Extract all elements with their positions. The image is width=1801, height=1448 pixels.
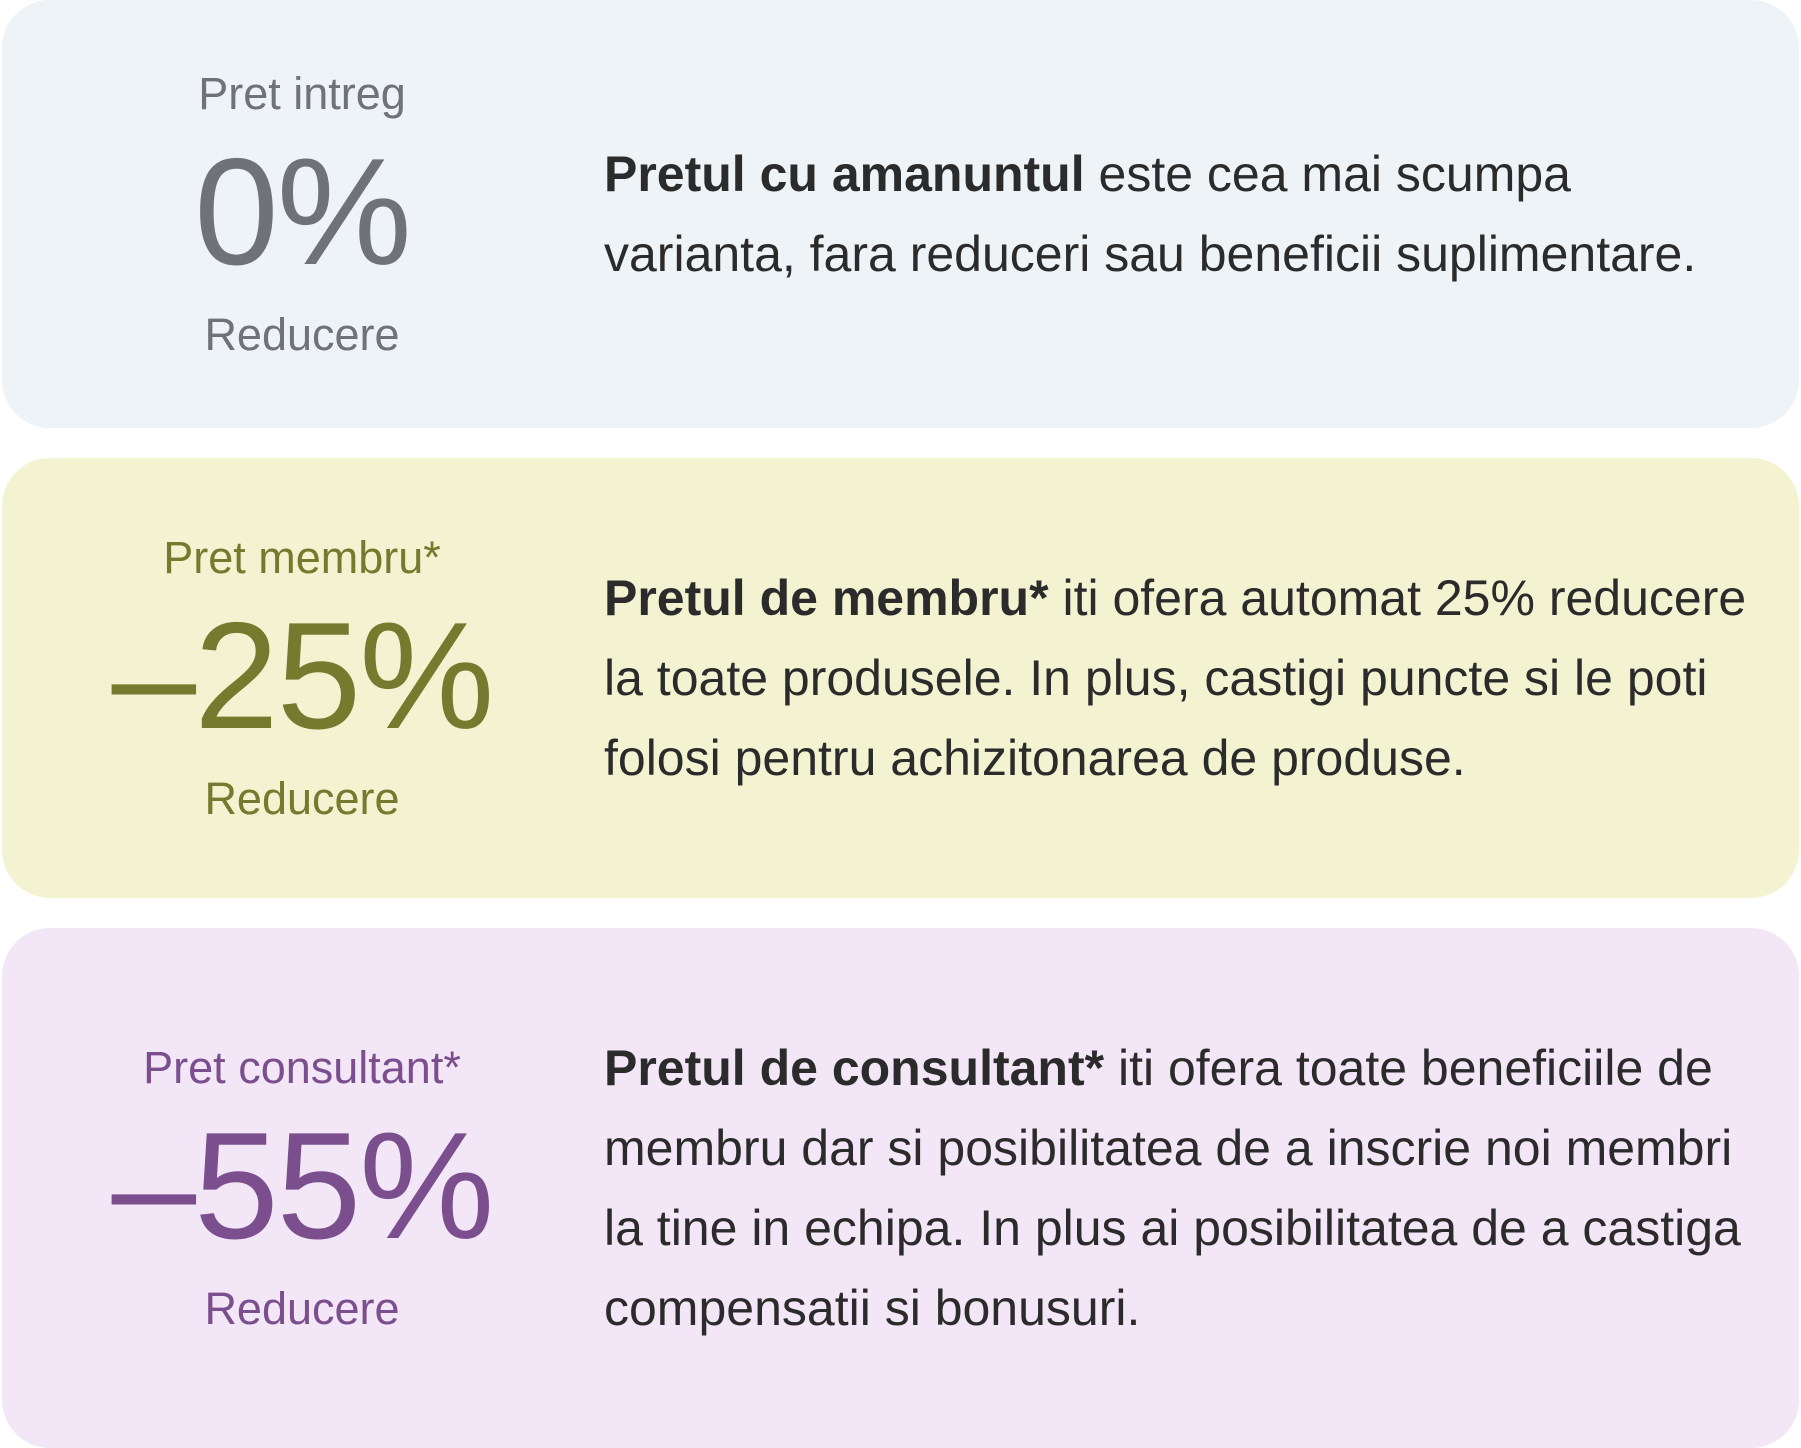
retail-description-text: este cea mai scumpa varianta, fara reduc… [604,146,1697,282]
member-description-title: Pretul de membru* [604,570,1049,626]
consultant-price-card: Pret consultant* –55% Reducere Pretul de… [2,928,1799,1448]
consultant-discount-caption: Reducere [204,1283,400,1334]
member-price-description: Pretul de membru* iti ofera automat 25% … [604,458,1749,898]
member-price-card: Pret membru* –25% Reducere Pretul de mem… [2,458,1799,898]
retail-price-summary: Pret intreg 0% Reducere [2,0,602,428]
retail-discount-caption: Reducere [204,309,400,360]
member-discount-value: –25% [111,591,495,761]
retail-discount-value: 0% [194,127,412,297]
consultant-price-description: Pretul de consultant* iti ofera toate be… [604,928,1749,1448]
member-description-text: iti ofera automat 25% reducere la toate … [604,570,1747,786]
retail-description-title: Pretul cu amanuntul [604,146,1085,202]
retail-price-card: Pret intreg 0% Reducere Pretul cu amanun… [2,0,1799,428]
consultant-description-title: Pretul de consultant* [604,1040,1105,1096]
consultant-discount-value: –55% [111,1101,495,1271]
consultant-description-text: iti ofera toate beneficiile de membru da… [604,1040,1741,1336]
consultant-price-summary: Pret consultant* –55% Reducere [2,928,602,1448]
retail-price-description: Pretul cu amanuntul este cea mai scumpa … [604,0,1749,428]
consultant-price-label: Pret consultant* [143,1041,461,1093]
member-discount-caption: Reducere [204,773,400,824]
member-price-summary: Pret membru* –25% Reducere [2,458,602,898]
member-price-label: Pret membru* [163,531,441,583]
retail-price-label: Pret intreg [198,67,406,119]
